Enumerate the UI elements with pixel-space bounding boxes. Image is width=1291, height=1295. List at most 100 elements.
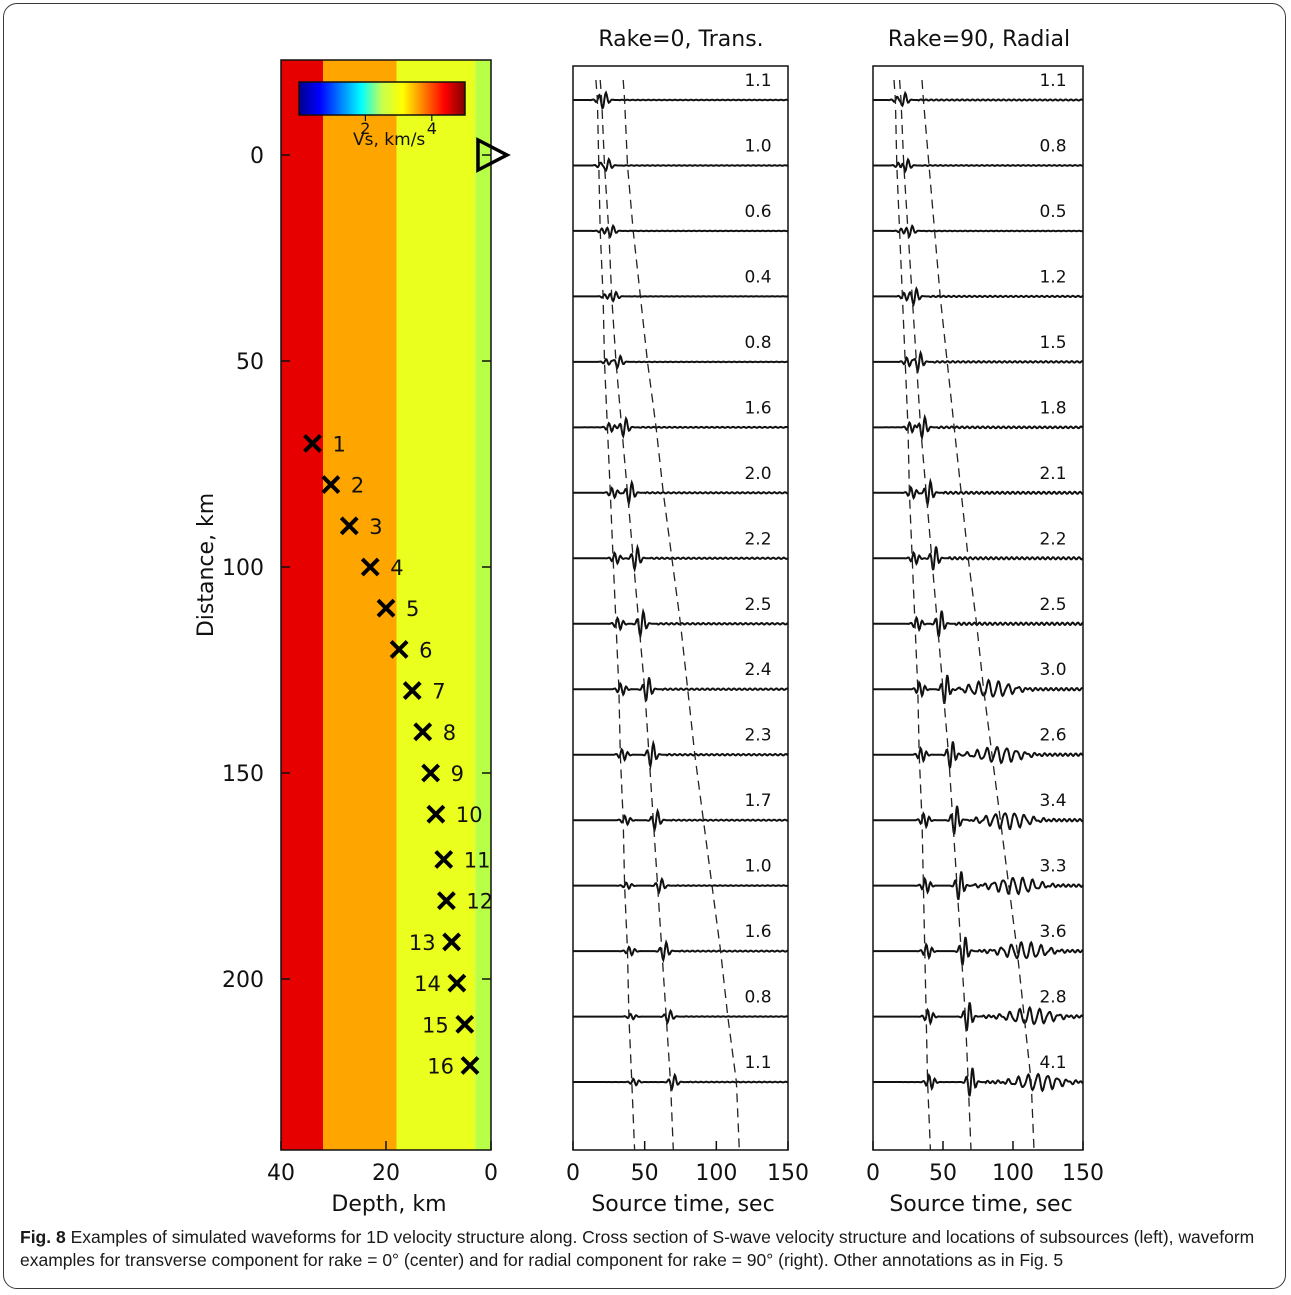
center-time-tick-label: 50: [631, 1161, 659, 1186]
subsource-label: 4: [390, 556, 403, 580]
distance-tick-label: 150: [222, 762, 264, 787]
subsource-label: 14: [414, 972, 441, 996]
center-waveform-trace-14: [573, 939, 789, 963]
right-time-tick-label: 0: [866, 1161, 880, 1186]
center-amplitude-label: 1.1: [744, 71, 771, 91]
center-waveform-trace-6: [573, 415, 789, 440]
subsource-cross: [321, 475, 341, 495]
subsource-label: 10: [456, 803, 483, 827]
right-amplitude-label: 3.3: [1039, 857, 1066, 877]
right-time-axis-label: Source time, sec: [889, 1192, 1072, 1217]
subsource-marker-10: 10: [426, 803, 483, 827]
subsource-label: 11: [464, 849, 491, 873]
right-waveform-trace-14: [873, 936, 1084, 966]
center-waveform-trace-13: [573, 876, 789, 895]
center-arrival-line-2: [599, 79, 674, 1151]
velocity-layers: [281, 60, 491, 1150]
subsource-marker-11: 11: [434, 849, 491, 873]
right-time-tick-label: 100: [992, 1161, 1034, 1186]
subsource-marker-9: 9: [421, 762, 464, 786]
right-plot-border: [872, 65, 1084, 1151]
right-arrival-line-2: [898, 79, 972, 1151]
right-amplitude-label: 2.8: [1039, 988, 1066, 1008]
center-waveform-trace-10: [573, 677, 789, 702]
center-amplitude-label: 0.8: [744, 333, 771, 353]
depth-axis-ticks: 40 20 0: [267, 1141, 498, 1186]
center-waveform-trace-1: [573, 90, 789, 111]
center-amplitude-label: 0.8: [744, 988, 771, 1008]
depth-axis-label: Depth, km: [331, 1192, 446, 1217]
center-waveform-trace-11: [573, 739, 789, 771]
subsource-marker-12: 12: [436, 890, 493, 914]
distance-tick-label: 50: [236, 350, 264, 375]
center-amplitude-label: 2.0: [744, 464, 771, 484]
center-waveform-trace-8: [573, 543, 789, 573]
subsource-marker-6: 6: [389, 638, 433, 662]
subsource-cross: [303, 433, 322, 453]
center-amplitude-label: 1.7: [744, 791, 771, 811]
center-arrival-lines: [595, 79, 740, 1151]
figure-frame: [3, 3, 1286, 1289]
subsource-cross: [447, 973, 467, 993]
center-amplitude-label: 0.6: [744, 202, 771, 222]
distance-tick-label: 100: [222, 556, 264, 581]
right-amplitude-label: 3.6: [1039, 922, 1066, 942]
subsource-cross: [402, 681, 422, 701]
subsource-marker-16: 16: [427, 1055, 480, 1079]
right-waveform-trace-1: [873, 90, 1084, 108]
subsource-cross: [389, 639, 409, 659]
colorbar-tick-label: 2: [360, 119, 370, 138]
subsource-label: 7: [432, 680, 445, 704]
right-waveform-trace-10: [873, 674, 1084, 704]
center-amplitude-label: 0.4: [744, 267, 771, 287]
center-amplitude-labels: 1.1 1.0 0.6 0.4 0.8 1.6 2.0 2.2 2.5 2.4 2.3 1.7 1.0 1…: [744, 71, 771, 1073]
center-amplitude-label: 1.0: [744, 857, 771, 877]
right-waveform-trace-9: [873, 610, 1084, 638]
distance-tick-label: 200: [222, 968, 264, 993]
colorbar-gradient: [298, 81, 466, 116]
center-arrival-line-3: [622, 79, 740, 1151]
right-amplitude-labels: 1.1 0.8 0.5 1.2 1.5 1.8 2.1 2.2 2.5 3.0 2.6 3.4 3.3 3…: [1039, 71, 1066, 1073]
depth-tick-label: 20: [372, 1161, 400, 1186]
right-arrival-line-1: [893, 79, 932, 1151]
colorbar-tick-label: 4: [427, 119, 437, 138]
velocity-layer-3: [396, 60, 476, 1150]
subsource-cross: [421, 763, 441, 783]
right-waveform-trace-16: [873, 1067, 1084, 1097]
subsource-cross: [360, 557, 380, 577]
depth-tick-label: 0: [484, 1161, 498, 1186]
right-amplitude-label: 3.0: [1039, 660, 1066, 680]
center-time-tick-label: 100: [695, 1161, 737, 1186]
station-triangle-icon: [476, 137, 511, 173]
right-amplitude-label: 2.2: [1039, 529, 1066, 549]
subsource-cross: [339, 516, 359, 536]
center-waveform-trace-12: [573, 807, 789, 833]
right-amplitude-label: 2.1: [1039, 464, 1066, 484]
caption-text: Examples of simulated waveforms for 1D v…: [20, 1227, 1255, 1270]
subsource-label: 3: [369, 515, 382, 539]
subsource-label: 1: [333, 432, 346, 456]
center-amplitude-label: 2.3: [744, 726, 771, 746]
subsource-marker-15: 15: [422, 1013, 475, 1037]
right-waveform-trace-5: [873, 349, 1084, 374]
center-amplitude-label: 1.6: [744, 398, 771, 418]
subsource-label: 16: [427, 1055, 454, 1079]
right-waveform-trace-15: [873, 1002, 1084, 1031]
right-amplitude-label: 1.1: [1039, 71, 1066, 91]
right-amplitude-label: 4.1: [1039, 1053, 1066, 1073]
center-time-axis-ticks: 0 50 100 150: [566, 1141, 809, 1186]
figure-caption: Fig. 8 Examples of simulated waveforms f…: [20, 1226, 1270, 1272]
right-arrival-line-3: [921, 79, 1035, 1151]
center-waveform-trace-7: [573, 479, 788, 507]
right-waveform-trace-13: [873, 871, 1084, 901]
center-time-tick-label: 150: [767, 1161, 809, 1186]
subsource-marker-5: 5: [376, 597, 419, 621]
right-waveform-trace-12: [873, 805, 1084, 835]
subsource-cross: [455, 1014, 475, 1034]
center-panel-title: Rake=0, Trans.: [598, 27, 763, 52]
subsource-marker-2: 2: [321, 474, 364, 498]
right-amplitude-label: 3.4: [1039, 791, 1066, 811]
subsource-cross: [376, 598, 396, 618]
